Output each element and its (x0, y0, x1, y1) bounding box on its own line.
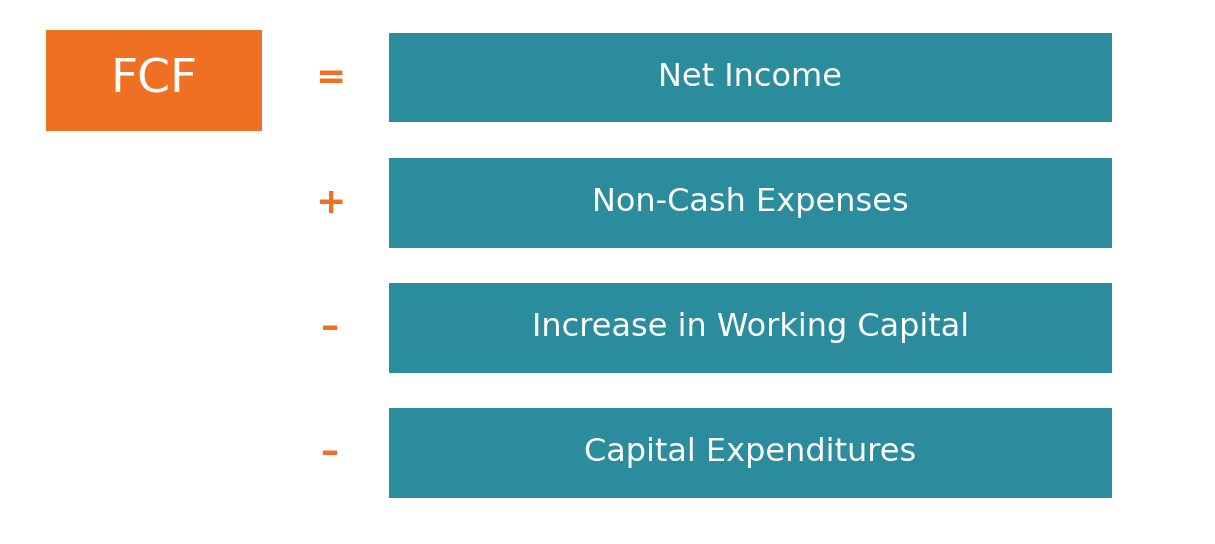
FancyBboxPatch shape (389, 283, 1112, 373)
FancyBboxPatch shape (389, 408, 1112, 498)
FancyBboxPatch shape (389, 33, 1112, 122)
FancyBboxPatch shape (46, 30, 262, 131)
Text: =: = (316, 60, 346, 95)
Text: Increase in Working Capital: Increase in Working Capital (532, 312, 968, 343)
Text: FCF: FCF (111, 58, 198, 103)
Text: Non-Cash Expenses: Non-Cash Expenses (592, 187, 909, 218)
Text: –: – (322, 311, 339, 345)
Text: Capital Expenditures: Capital Expenditures (584, 437, 916, 468)
Text: Net Income: Net Income (659, 62, 842, 93)
FancyBboxPatch shape (389, 158, 1112, 248)
Text: +: + (316, 186, 346, 220)
Text: –: – (322, 436, 339, 470)
